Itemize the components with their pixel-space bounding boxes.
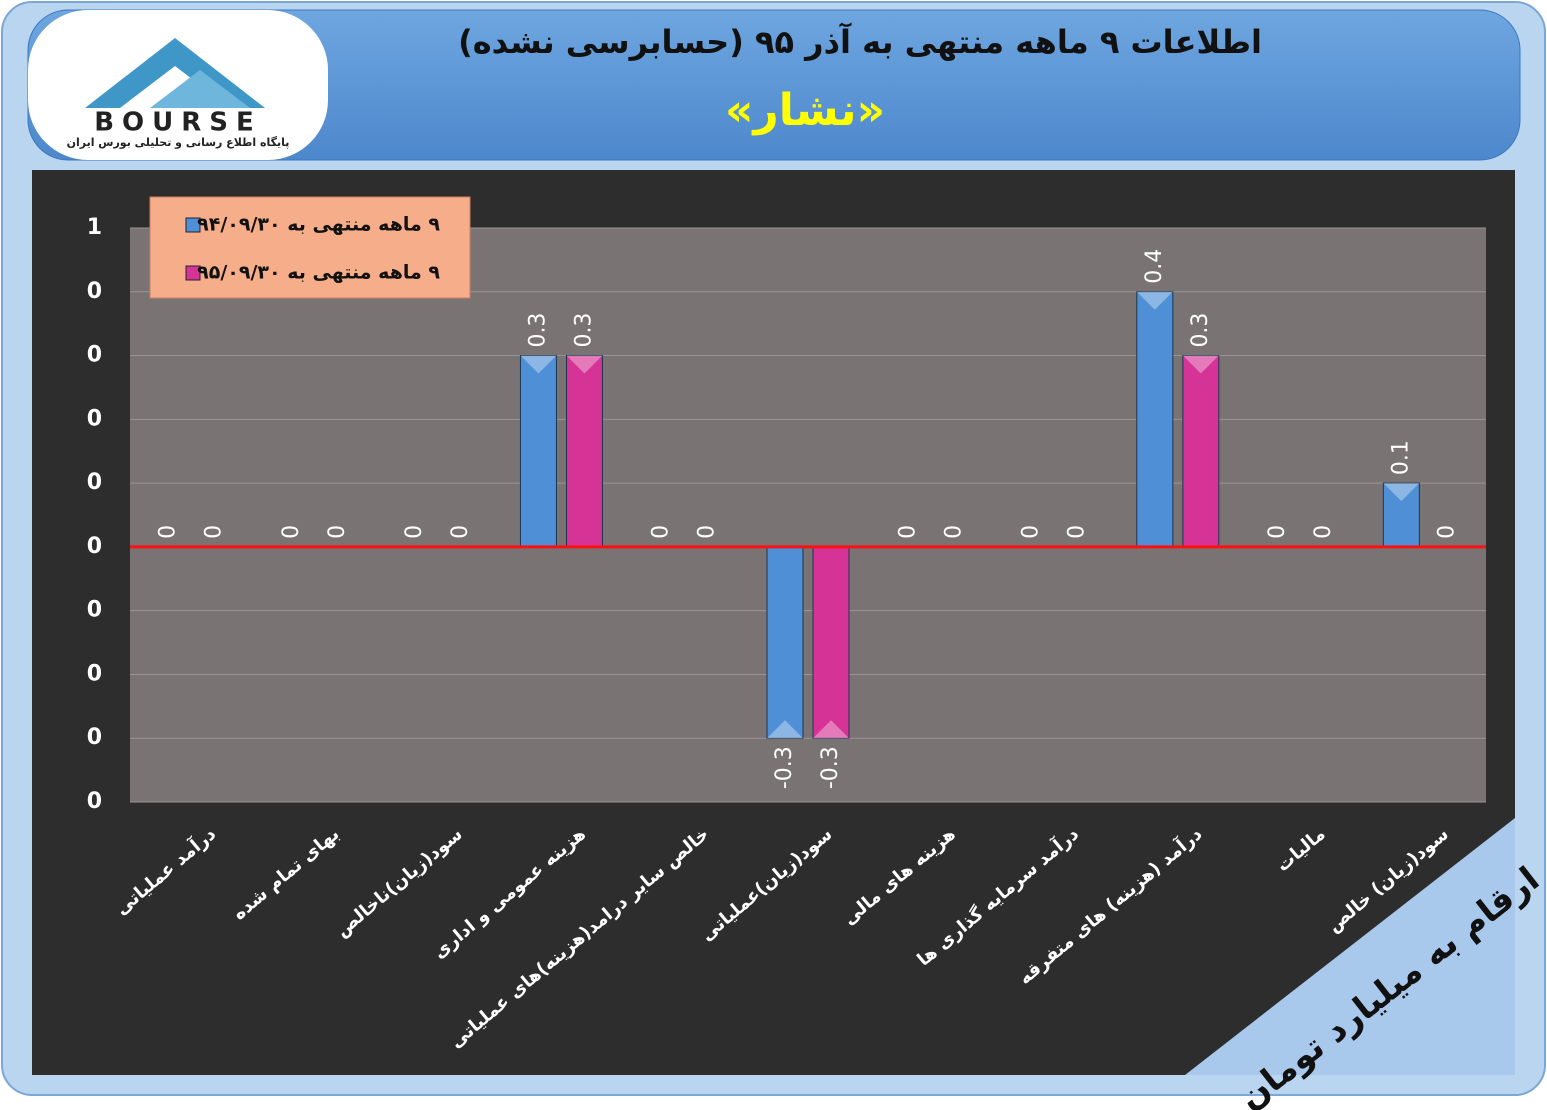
bar <box>812 546 850 739</box>
legend-marker <box>185 265 201 281</box>
data-label: 0.4 <box>1142 249 1167 284</box>
bar-bevel <box>767 720 803 739</box>
y-tick-label: 0 <box>87 343 102 368</box>
legend-marker <box>185 217 201 233</box>
logo-shape <box>150 70 250 108</box>
y-tick-label: 0 <box>87 470 102 495</box>
y-tick-label: 0 <box>87 534 102 559</box>
bar <box>1382 482 1420 548</box>
logo-bg <box>28 10 328 160</box>
data-label: 0 <box>941 525 966 539</box>
bar-bevel <box>1136 291 1173 310</box>
data-label: 0 <box>402 525 427 539</box>
y-tick-label: 0 <box>87 661 102 686</box>
data-label: 0 <box>1019 525 1044 539</box>
bar <box>565 355 603 548</box>
logo-name: BOURSE <box>94 108 262 138</box>
data-label: 0 <box>202 525 227 539</box>
chart-title: اطلاعات ۹ ماهه منتهی به آذر ۹۵ (حسابرسی … <box>458 22 1262 61</box>
data-label: 0.3 <box>525 313 550 348</box>
bar-bevel <box>1182 355 1219 374</box>
data-label: 0.3 <box>1188 313 1213 348</box>
y-tick-label: 0 <box>87 406 102 431</box>
bar-bevel <box>566 355 603 374</box>
data-label: 0 <box>1065 525 1090 539</box>
bar <box>766 546 804 739</box>
data-label: 0 <box>1311 525 1336 539</box>
bar <box>1136 291 1174 548</box>
data-label: 0.1 <box>1388 440 1413 475</box>
legend <box>149 196 471 299</box>
y-tick-label: 0 <box>87 279 102 304</box>
legend-label: ۹ ماهه منتهی به ۹۵/۰۹/۳۰ <box>197 262 440 284</box>
data-label: 0 <box>156 525 181 539</box>
chart-subtitle: «نشار» <box>725 85 885 136</box>
bar-bevel <box>520 355 557 374</box>
y-tick-label: 0 <box>87 725 102 750</box>
data-label: 0 <box>649 525 674 539</box>
bar <box>1182 355 1220 548</box>
bar-bevel <box>1383 483 1420 502</box>
data-label: 0 <box>895 525 920 539</box>
bar <box>519 355 557 548</box>
y-tick-label: 1 <box>87 215 102 240</box>
data-label: 0 <box>448 525 473 539</box>
data-label: 0 <box>1434 525 1459 539</box>
plot-area <box>130 228 1486 802</box>
y-tick-label: 0 <box>87 789 102 814</box>
legend-label: ۹ ماهه منتهی به ۹۴/۰۹/۳۰ <box>197 214 440 236</box>
data-label: -0.3 <box>818 746 843 789</box>
bar-bevel <box>813 720 849 739</box>
data-label: 0 <box>695 525 720 539</box>
note-bg <box>1185 818 1515 1075</box>
data-label: 0 <box>279 525 304 539</box>
data-label: 0 <box>1265 525 1290 539</box>
logo-tagline: پایگاه اطلاع رسانی و تحلیلی بورس ایران <box>67 136 290 149</box>
y-tick-label: 0 <box>87 598 102 623</box>
data-label: 0 <box>325 525 350 539</box>
data-label: 0.3 <box>571 313 596 348</box>
data-label: -0.3 <box>772 746 797 789</box>
